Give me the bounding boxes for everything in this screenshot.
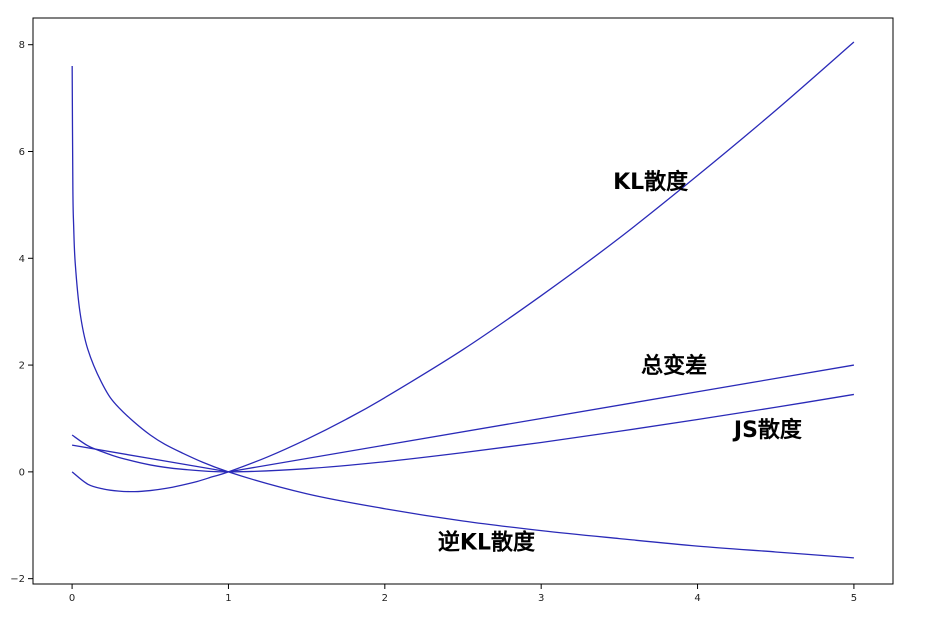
y-tick-label: 8: [19, 40, 25, 51]
series-line-kl: [71, 41, 855, 493]
y-tick-label: 4: [19, 254, 25, 265]
x-tick-label: 1: [225, 593, 231, 604]
plot-frame: [32, 17, 894, 585]
x-tick-label: 4: [694, 593, 700, 604]
series-label-kl: KL散度: [613, 169, 689, 195]
x-tick-label: 0: [69, 593, 75, 604]
series-line-total-variation: [71, 364, 855, 473]
series-label-reverse-kl: 逆KL散度: [438, 529, 536, 555]
series-label-total-variation: 总变差: [641, 353, 707, 379]
series-line-js: [71, 393, 855, 473]
series-line-reverse-kl: [71, 66, 854, 559]
series-curves: [71, 41, 855, 559]
y-tick-label: 2: [19, 361, 25, 372]
x-tick-label: 5: [851, 593, 857, 604]
x-tick-label: 2: [382, 593, 388, 604]
axis-ticks: 0 1 2 3 4 5 −2 0 2 4 6 8: [10, 40, 857, 604]
y-tick-label: −2: [10, 574, 25, 585]
x-tick-label: 3: [538, 593, 544, 604]
series-label-js: JS散度: [732, 417, 803, 443]
y-tick-label: 0: [19, 467, 25, 478]
y-tick-label: 6: [19, 147, 25, 158]
